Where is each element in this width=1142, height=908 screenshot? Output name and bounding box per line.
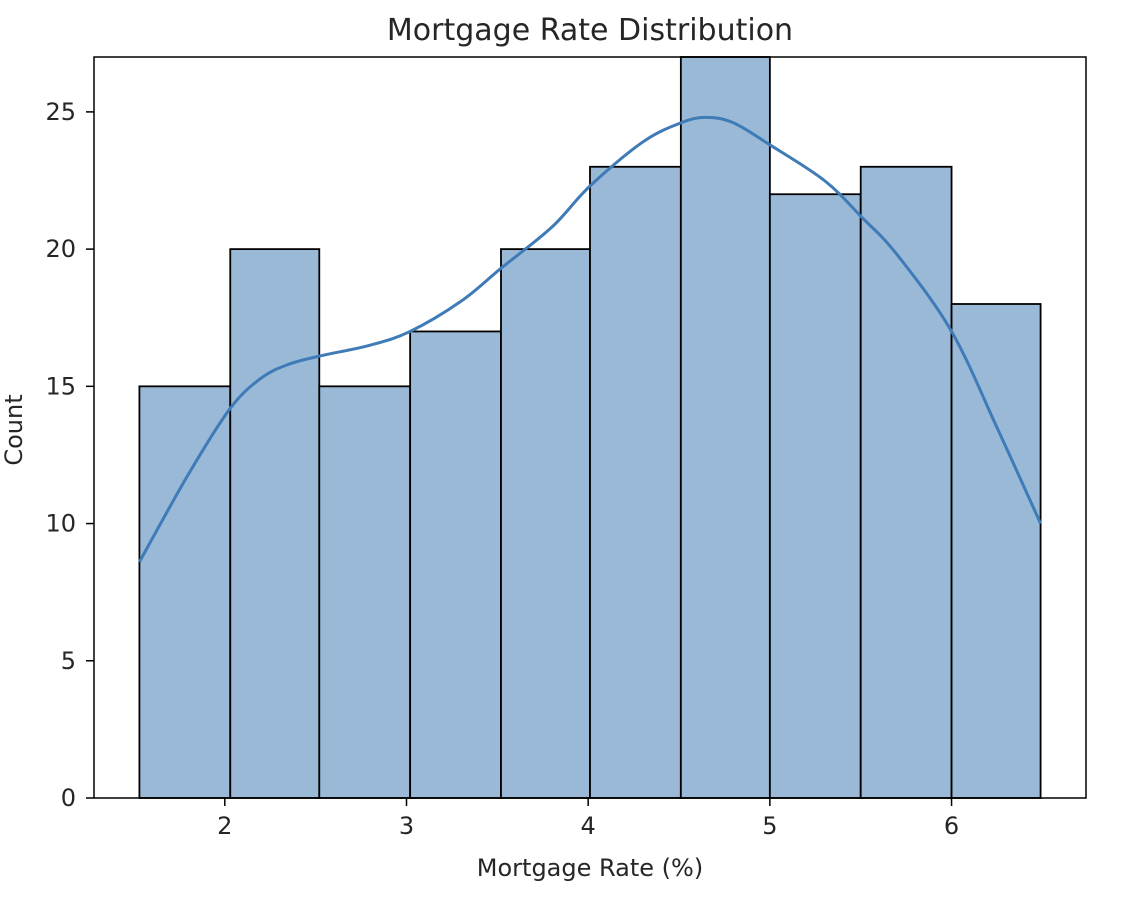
histogram-bar-5 [500, 248, 591, 799]
y-tick-label: 25 [45, 98, 76, 126]
histogram-bar-6 [589, 165, 682, 799]
histogram-bar-7 [679, 56, 771, 799]
histogram-bar-10 [950, 303, 1042, 799]
y-tick-label: 0 [61, 784, 76, 812]
y-tick-label: 15 [45, 372, 76, 400]
x-tick-label: 5 [762, 812, 777, 840]
x-tick-label: 3 [399, 812, 414, 840]
histogram-bar-1 [138, 385, 232, 799]
y-tick-label: 10 [45, 510, 76, 538]
histogram-bar-4 [409, 330, 502, 799]
y-tick-label: 20 [45, 235, 76, 263]
x-axis-label: Mortgage Rate (%) [477, 854, 703, 882]
x-tick-label: 6 [944, 812, 959, 840]
x-tick-label: 4 [581, 812, 596, 840]
histogram-bar-2 [229, 248, 321, 799]
histogram-bar-3 [318, 385, 412, 799]
y-tick-label: 5 [61, 647, 76, 675]
histogram-bar-9 [859, 165, 953, 799]
histogram-bar-8 [768, 193, 862, 799]
y-axis-ticks: 0 5 10 15 20 25 [45, 98, 94, 812]
y-axis-label: Count [0, 394, 28, 465]
histogram-bars [138, 56, 1042, 799]
kde-curve [138, 115, 1042, 563]
x-axis-ticks: 2 3 4 5 6 [217, 798, 959, 840]
chart-title: Mortgage Rate Distribution [387, 13, 793, 48]
plot-area-frame [93, 56, 1087, 799]
x-tick-label: 2 [217, 812, 232, 840]
